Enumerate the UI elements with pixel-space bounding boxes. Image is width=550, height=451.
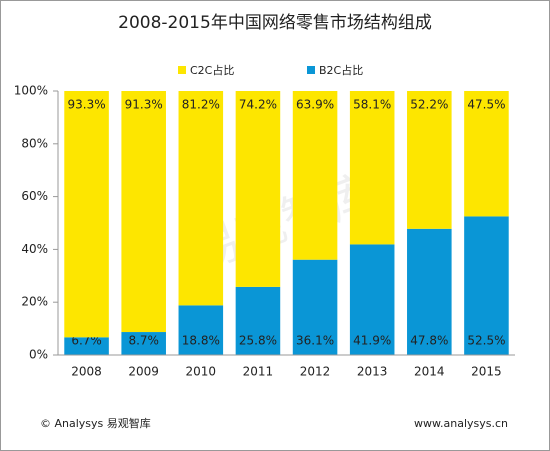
bar-segment [349,91,395,245]
data-label: 91.3% [125,98,163,112]
data-label: 47.8% [410,334,448,348]
x-tick-label: 2013 [357,365,388,379]
x-tick-label: 2014 [414,365,445,379]
legend-swatch [178,66,186,74]
bar-segment [407,228,452,355]
data-label: 58.1% [353,98,391,112]
x-tick-label: 2008 [71,365,102,379]
x-tick-label: 2010 [186,365,217,379]
data-label: 74.2% [239,98,277,112]
bar-segment [292,91,338,260]
bar-segment [64,91,109,338]
legend-label: C2C占比 [190,63,234,77]
bar-segment [235,286,281,355]
data-label: 52.5% [467,334,505,348]
data-label: 52.2% [410,98,448,112]
source: © Analysys 易观智库 [40,416,151,430]
data-label: 8.7% [128,334,159,348]
y-tick-label: 100% [14,84,48,98]
x-tick-label: 2011 [243,365,274,379]
data-label: 93.3% [68,98,106,112]
x-tick-label: 2012 [300,365,331,379]
bar-segment [464,216,509,355]
data-label: 47.5% [467,98,505,112]
bar-segment [178,91,224,306]
legend-swatch [307,66,315,74]
bar-segment [235,91,281,287]
y-tick-label: 60% [21,189,48,203]
y-tick-label: 80% [21,136,48,150]
bar-segment [64,337,109,355]
chart-title: 2008-2015年中国网络零售市场结构组成 [118,13,432,33]
data-label: 36.1% [296,334,334,348]
data-label: 81.2% [182,98,220,112]
data-label: 18.8% [182,334,220,348]
bar-segment [292,259,338,355]
data-label: 63.9% [296,98,334,112]
bar-segment [121,91,166,333]
bar-segment [121,332,166,355]
x-tick-label: 2009 [128,365,159,379]
data-label: 41.9% [353,334,391,348]
y-tick-label: 20% [21,295,48,309]
bar-segment [464,91,509,217]
y-tick-label: 0% [29,348,48,362]
legend-label: B2C占比 [319,63,363,77]
website: www.analysys.cn [414,417,508,430]
data-label: 25.8% [239,334,277,348]
y-tick-label: 40% [21,242,48,256]
bar-segment [349,244,395,355]
x-tick-label: 2015 [471,365,502,379]
bar-segment [178,305,224,355]
bar-segment [407,91,452,229]
